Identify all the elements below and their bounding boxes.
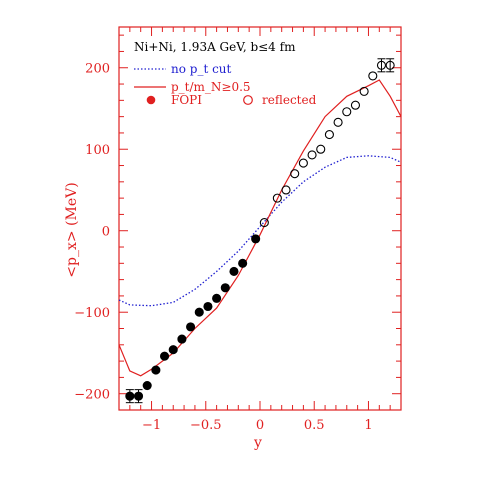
data-point-reflected	[307, 150, 317, 160]
data-point-fopi	[238, 258, 248, 268]
data-point-reflected	[350, 100, 360, 110]
data-point-fopi	[142, 381, 152, 391]
data-point-fopi	[251, 234, 261, 244]
x-tick-label: 0	[256, 418, 264, 433]
data-point-fopi	[151, 365, 161, 375]
data-point-fopi	[229, 266, 239, 277]
chart-title: Ni+Ni, 1.93A GeV, b≤4 fm	[134, 40, 296, 54]
x-axis-title: y	[253, 435, 262, 451]
data-point-reflected	[272, 193, 282, 203]
y-tick-labels: −200 −100 0 100 200	[74, 62, 110, 403]
data-point-fopi	[194, 307, 204, 317]
data-point-reflected	[316, 144, 326, 154]
series-line-cut	[118, 79, 402, 377]
x-tick-label: 1	[364, 418, 372, 433]
data-point-fopi	[160, 351, 170, 361]
x-tick-label: −1	[142, 418, 161, 433]
plot-frame	[118, 26, 402, 411]
data-point-reflected	[359, 86, 369, 96]
legend-label-nocut: no p_t cut	[171, 62, 232, 76]
data-point-reflected	[376, 60, 387, 70]
data-point-reflected	[342, 107, 352, 117]
y-tick-label: 100	[85, 143, 110, 158]
y-tick-label: 0	[102, 225, 110, 240]
legend-filled-circle-marker	[146, 95, 156, 105]
data-point-fopi	[177, 334, 187, 344]
data-point-fopi	[133, 391, 144, 401]
x-tick-labels: −1 −0.5 0 0.5 1	[142, 418, 373, 433]
axis-ticks	[118, 27, 402, 411]
data-points	[125, 58, 395, 404]
legend-label-reflected: reflected	[262, 93, 317, 107]
data-point-reflected	[333, 117, 343, 127]
data-point-reflected	[324, 130, 334, 140]
data-point-reflected	[368, 71, 378, 81]
data-point-reflected	[385, 60, 395, 70]
data-point-reflected	[281, 185, 291, 195]
data-point-fopi	[186, 322, 196, 332]
model-curves	[118, 79, 402, 377]
x-tick-label: −0.5	[190, 418, 222, 433]
data-point-fopi	[168, 345, 178, 355]
data-point-fopi	[203, 301, 213, 312]
data-point-reflected	[298, 158, 308, 168]
legend-label-cut: p_t/m_N≥0.5	[171, 80, 251, 94]
y-tick-label: −100	[74, 306, 110, 321]
y-axis-title: <p_x> (MeV)	[64, 182, 80, 277]
data-point-reflected	[290, 169, 300, 179]
legend-label-fopi: FOPI	[171, 93, 202, 107]
data-point-fopi	[212, 293, 222, 303]
x-tick-label: 0.5	[304, 418, 325, 433]
legend: no p_t cut p_t/m_N≥0.5 FOPI reflected	[134, 62, 317, 107]
legend-open-circle-marker	[243, 95, 253, 105]
data-point-fopi	[125, 391, 135, 401]
y-tick-label: −200	[74, 388, 110, 403]
series-line-nocut	[118, 155, 402, 307]
data-point-fopi	[220, 283, 230, 293]
data-point-reflected	[259, 218, 269, 228]
y-tick-label: 200	[85, 62, 110, 77]
